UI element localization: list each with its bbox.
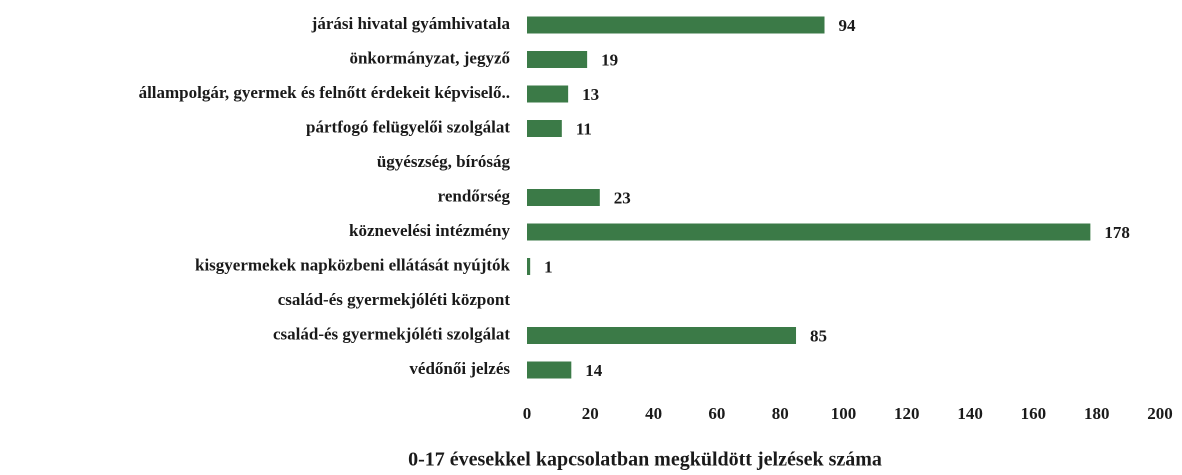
y-tick-label: önkormányzat, jegyző bbox=[349, 48, 510, 67]
y-tick-label: család-és gyermekjóléti központ bbox=[278, 290, 511, 309]
y-tick-label: rendőrség bbox=[438, 186, 511, 205]
x-tick-label: 20 bbox=[582, 404, 599, 423]
x-tick-label: 200 bbox=[1147, 404, 1173, 423]
bar bbox=[527, 51, 588, 68]
y-tick-label: védőnői jelzés bbox=[409, 359, 510, 378]
value-label: 23 bbox=[614, 188, 631, 207]
bar bbox=[527, 223, 1091, 241]
axis-title: 0-17 évesekkel kapcsolatban megküldött j… bbox=[408, 449, 882, 471]
y-tick-label: család-és gyermekjóléti szolgálat bbox=[273, 324, 510, 343]
y-tick-label: pártfogó felügyelői szolgálat bbox=[306, 117, 510, 136]
x-tick-label: 0 bbox=[523, 404, 532, 423]
value-label: 94 bbox=[839, 16, 857, 35]
y-tick-label: kisgyermekek napközbeni ellátását nyújtó… bbox=[195, 255, 511, 274]
bar bbox=[527, 120, 562, 137]
value-label: 11 bbox=[576, 119, 592, 138]
value-label: 19 bbox=[601, 50, 618, 69]
y-tick-label: járási hivatal gyámhivatala bbox=[311, 14, 511, 33]
value-label: 178 bbox=[1104, 223, 1130, 242]
x-tick-label: 100 bbox=[831, 404, 857, 423]
value-label: 85 bbox=[810, 326, 827, 345]
x-tick-label: 120 bbox=[894, 404, 920, 423]
value-label: 1 bbox=[544, 257, 553, 276]
x-tick-label: 40 bbox=[645, 404, 662, 423]
bar bbox=[527, 16, 825, 34]
bar bbox=[527, 361, 572, 379]
y-tick-label: állampolgár, gyermek és felnőtt érdekeit… bbox=[139, 83, 510, 102]
x-tick-label: 80 bbox=[772, 404, 789, 423]
bar bbox=[527, 258, 531, 275]
y-tick-label: ügyészség, bíróság bbox=[377, 152, 511, 171]
bar bbox=[527, 189, 600, 206]
x-tick-label: 140 bbox=[957, 404, 983, 423]
value-label: 13 bbox=[582, 85, 599, 104]
y-tick-label: köznevelési intézmény bbox=[349, 221, 510, 240]
value-label: 14 bbox=[585, 361, 603, 380]
x-tick-label: 160 bbox=[1021, 404, 1047, 423]
x-tick-label: 60 bbox=[708, 404, 725, 423]
bar bbox=[527, 327, 797, 344]
x-tick-label: 180 bbox=[1084, 404, 1110, 423]
bar bbox=[527, 85, 569, 103]
